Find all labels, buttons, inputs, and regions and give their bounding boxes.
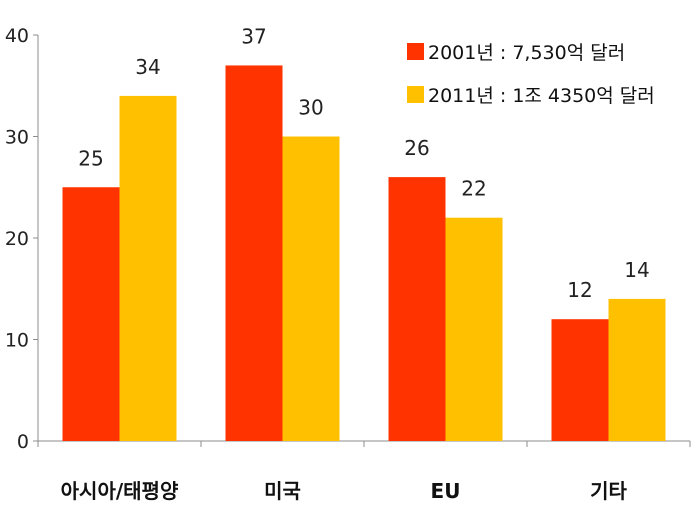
legend-label: 2011년 : 1조 4350억 달러 bbox=[428, 85, 655, 107]
bar bbox=[608, 298, 666, 441]
x-category-label: 기타 bbox=[590, 479, 627, 503]
bar-value-label: 26 bbox=[404, 136, 429, 160]
bar bbox=[282, 136, 340, 441]
chart-bars bbox=[62, 65, 666, 442]
y-tick-label: 10 bbox=[5, 330, 29, 352]
x-category-label: 아시아/태평양 bbox=[61, 479, 179, 503]
bar-value-label: 14 bbox=[624, 258, 649, 282]
bar-value-label: 25 bbox=[78, 146, 103, 170]
y-tick-label: 30 bbox=[5, 127, 29, 149]
bar bbox=[445, 217, 503, 441]
legend-swatch bbox=[407, 43, 424, 60]
bar-value-label: 22 bbox=[461, 177, 486, 201]
bar-value-label: 34 bbox=[135, 55, 160, 79]
chart-legend: 2001년 : 7,530억 달러 2011년 : 1조 4350억 달러 bbox=[407, 42, 655, 107]
y-tick-label: 0 bbox=[17, 431, 29, 453]
bar bbox=[388, 177, 446, 441]
bar bbox=[225, 65, 283, 441]
bar-value-label: 12 bbox=[567, 278, 592, 302]
bar-value-label: 30 bbox=[298, 96, 323, 120]
y-tick-label: 20 bbox=[5, 228, 29, 250]
bar bbox=[62, 187, 120, 441]
bar bbox=[119, 95, 177, 442]
x-category-label: EU bbox=[431, 479, 461, 503]
legend-label: 2001년 : 7,530억 달러 bbox=[428, 42, 625, 64]
chart-data-labels: 25 34 37 30 26 22 12 14 bbox=[78, 24, 649, 302]
legend-swatch bbox=[407, 86, 424, 103]
bar bbox=[551, 319, 609, 441]
chart-axes: 0 10 20 30 40 아시아/태평양 미국 EU 기타 bbox=[5, 25, 691, 503]
bar-value-label: 37 bbox=[241, 24, 266, 48]
x-category-label: 미국 bbox=[264, 479, 301, 503]
y-tick-label: 40 bbox=[5, 25, 29, 47]
